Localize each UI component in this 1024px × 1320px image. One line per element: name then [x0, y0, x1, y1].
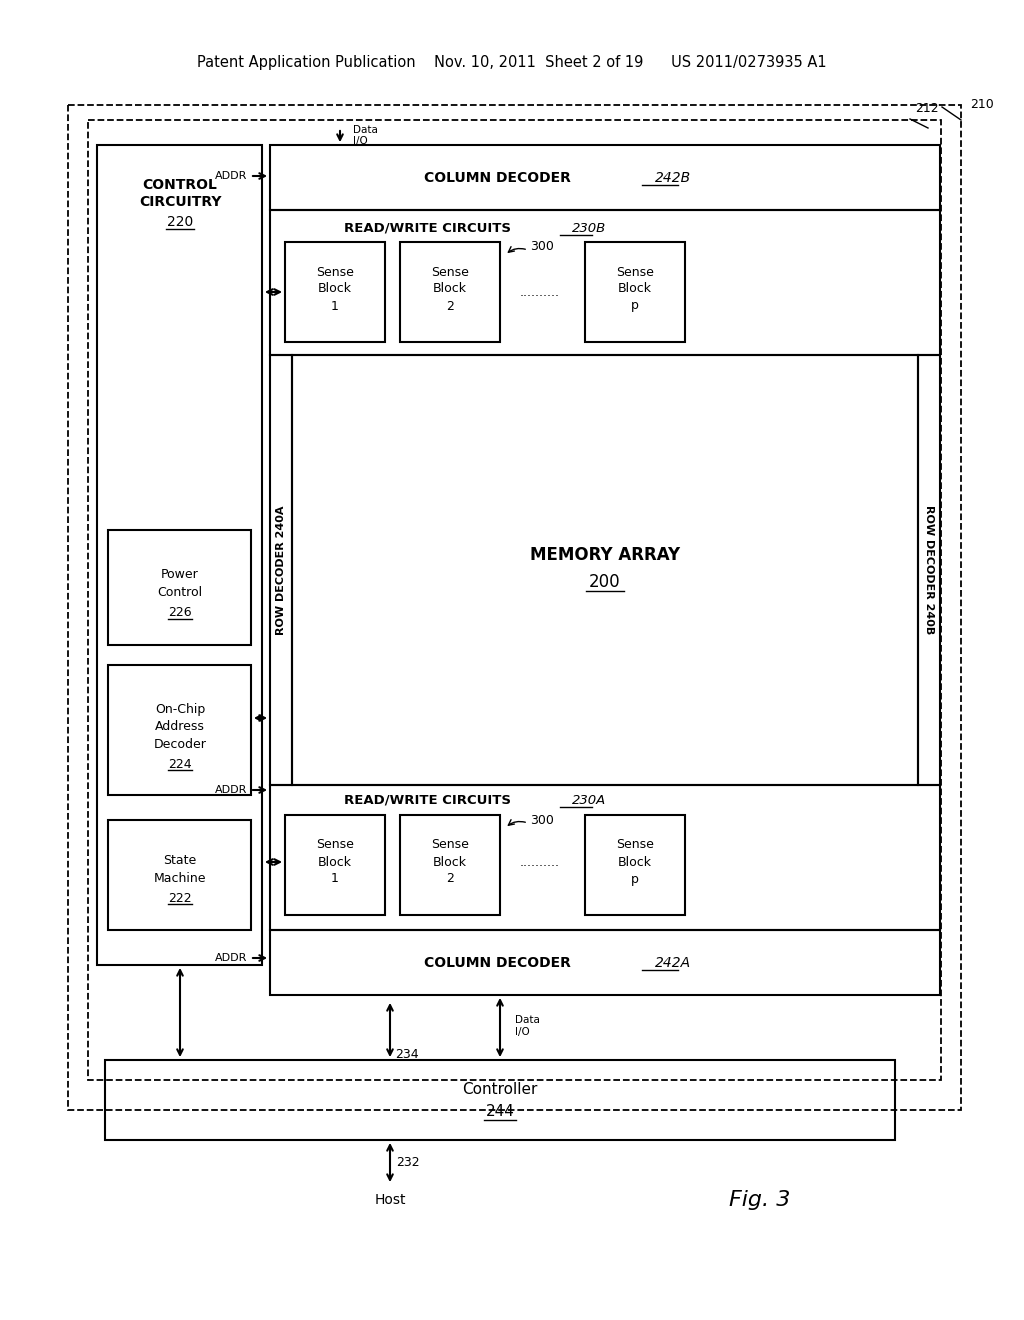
Bar: [270, 785, 940, 931]
Text: READ/WRITE CIRCUITS: READ/WRITE CIRCUITS: [344, 222, 516, 235]
Bar: [270, 355, 292, 785]
Text: 230A: 230A: [572, 793, 606, 807]
Bar: [108, 820, 251, 931]
Bar: [585, 242, 685, 342]
Bar: [270, 931, 940, 995]
Text: ADDR: ADDR: [215, 172, 247, 181]
Text: Sense: Sense: [616, 265, 654, 279]
Text: Sense: Sense: [316, 838, 354, 851]
Text: Block: Block: [618, 282, 652, 296]
Bar: [108, 531, 251, 645]
Text: 210: 210: [970, 98, 993, 111]
Text: 212: 212: [915, 102, 939, 115]
Text: Block: Block: [618, 855, 652, 869]
Text: Block: Block: [433, 282, 467, 296]
Text: Block: Block: [318, 282, 352, 296]
Text: ADDR: ADDR: [215, 785, 247, 795]
Text: COLUMN DECODER: COLUMN DECODER: [424, 172, 575, 185]
Text: 222: 222: [168, 891, 191, 904]
Text: Host: Host: [374, 1193, 406, 1206]
Text: 230B: 230B: [572, 222, 606, 235]
Text: READ/WRITE CIRCUITS: READ/WRITE CIRCUITS: [344, 793, 516, 807]
Text: State: State: [164, 854, 197, 866]
Text: 1: 1: [331, 300, 339, 313]
Text: p: p: [631, 300, 639, 313]
Text: Address: Address: [155, 721, 205, 734]
Text: Controller: Controller: [462, 1082, 538, 1097]
Bar: [400, 814, 500, 915]
Text: p: p: [631, 873, 639, 886]
Text: Block: Block: [318, 855, 352, 869]
Bar: [105, 1060, 895, 1140]
Text: Machine: Machine: [154, 871, 206, 884]
Bar: [270, 145, 940, 210]
Text: Decoder: Decoder: [154, 738, 207, 751]
Text: Data: Data: [353, 125, 378, 135]
Text: ROW DECODER 240A: ROW DECODER 240A: [276, 506, 286, 635]
Bar: [285, 242, 385, 342]
Text: On-Chip: On-Chip: [155, 704, 205, 717]
Text: 244: 244: [485, 1105, 514, 1119]
Text: Control: Control: [158, 586, 203, 598]
Text: 242A: 242A: [655, 956, 691, 970]
Text: Data: Data: [515, 1015, 540, 1026]
Bar: [585, 814, 685, 915]
Text: CONTROL: CONTROL: [142, 178, 217, 191]
Text: Sense: Sense: [431, 838, 469, 851]
Text: 220: 220: [167, 215, 194, 228]
Bar: [918, 355, 940, 785]
Text: 2: 2: [446, 873, 454, 886]
Text: ..........: ..........: [520, 855, 560, 869]
Bar: [285, 814, 385, 915]
Bar: [270, 210, 940, 355]
Text: COLUMN DECODER: COLUMN DECODER: [424, 956, 575, 970]
Text: CIRCUITRY: CIRCUITRY: [138, 195, 221, 209]
Bar: [292, 355, 918, 785]
Text: Sense: Sense: [616, 838, 654, 851]
Text: Sense: Sense: [316, 265, 354, 279]
Text: 1: 1: [331, 873, 339, 886]
Text: 300: 300: [530, 813, 554, 826]
Text: 2: 2: [446, 300, 454, 313]
Text: 224: 224: [168, 758, 191, 771]
Text: 234: 234: [395, 1048, 419, 1061]
Bar: [108, 665, 251, 795]
Text: 232: 232: [396, 1155, 420, 1168]
Text: ..........: ..........: [520, 285, 560, 298]
Text: Patent Application Publication    Nov. 10, 2011  Sheet 2 of 19      US 2011/0273: Patent Application Publication Nov. 10, …: [198, 54, 826, 70]
Text: Block: Block: [433, 855, 467, 869]
Text: 226: 226: [168, 606, 191, 619]
Bar: [88, 120, 941, 1080]
Text: 300: 300: [530, 240, 554, 253]
Text: Fig. 3: Fig. 3: [729, 1191, 791, 1210]
Text: Power: Power: [161, 569, 199, 582]
Text: Sense: Sense: [431, 265, 469, 279]
Text: ADDR: ADDR: [215, 953, 247, 964]
Text: 242B: 242B: [655, 172, 691, 185]
Bar: [400, 242, 500, 342]
Bar: [97, 145, 262, 965]
Text: MEMORY ARRAY: MEMORY ARRAY: [530, 546, 680, 564]
Text: I/O: I/O: [515, 1027, 529, 1038]
Text: I/O: I/O: [353, 136, 368, 147]
Text: ROW DECODER 240B: ROW DECODER 240B: [924, 506, 934, 635]
Text: 200: 200: [589, 573, 621, 591]
Bar: [68, 106, 961, 1110]
